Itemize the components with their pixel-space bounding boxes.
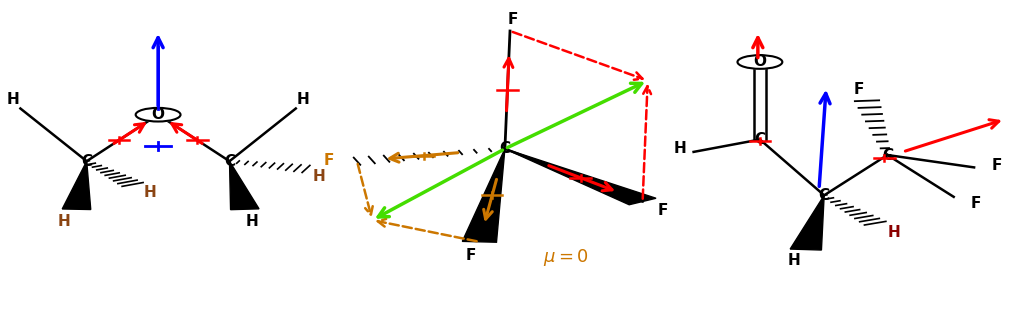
Text: H: H	[246, 214, 258, 229]
Polygon shape	[462, 149, 504, 242]
Text: F: F	[990, 158, 1001, 173]
Text: C: C	[499, 141, 510, 156]
Text: H: H	[787, 253, 799, 268]
Polygon shape	[790, 195, 823, 250]
Text: H: H	[674, 141, 686, 156]
Circle shape	[136, 108, 180, 122]
Text: H: H	[7, 92, 19, 107]
Text: $\mu = 0$: $\mu = 0$	[543, 247, 588, 268]
Text: H: H	[887, 225, 899, 240]
Text: H: H	[313, 169, 325, 184]
Text: H: H	[297, 92, 309, 107]
Text: C: C	[224, 154, 234, 169]
Text: C: C	[754, 132, 764, 147]
Polygon shape	[229, 161, 259, 210]
Text: F: F	[657, 203, 667, 218]
Text: F: F	[970, 196, 980, 210]
Text: F: F	[323, 153, 333, 168]
Text: O: O	[753, 55, 765, 69]
Text: H: H	[58, 214, 70, 229]
Text: C: C	[881, 148, 892, 162]
Text: F: F	[466, 248, 476, 263]
Text: C: C	[818, 188, 828, 203]
Circle shape	[737, 55, 782, 69]
Text: H: H	[144, 185, 156, 200]
Text: F: F	[853, 82, 863, 97]
Polygon shape	[62, 161, 91, 210]
Text: C: C	[82, 154, 92, 169]
Polygon shape	[504, 149, 655, 205]
Text: O: O	[152, 107, 164, 122]
Text: F: F	[507, 12, 518, 27]
